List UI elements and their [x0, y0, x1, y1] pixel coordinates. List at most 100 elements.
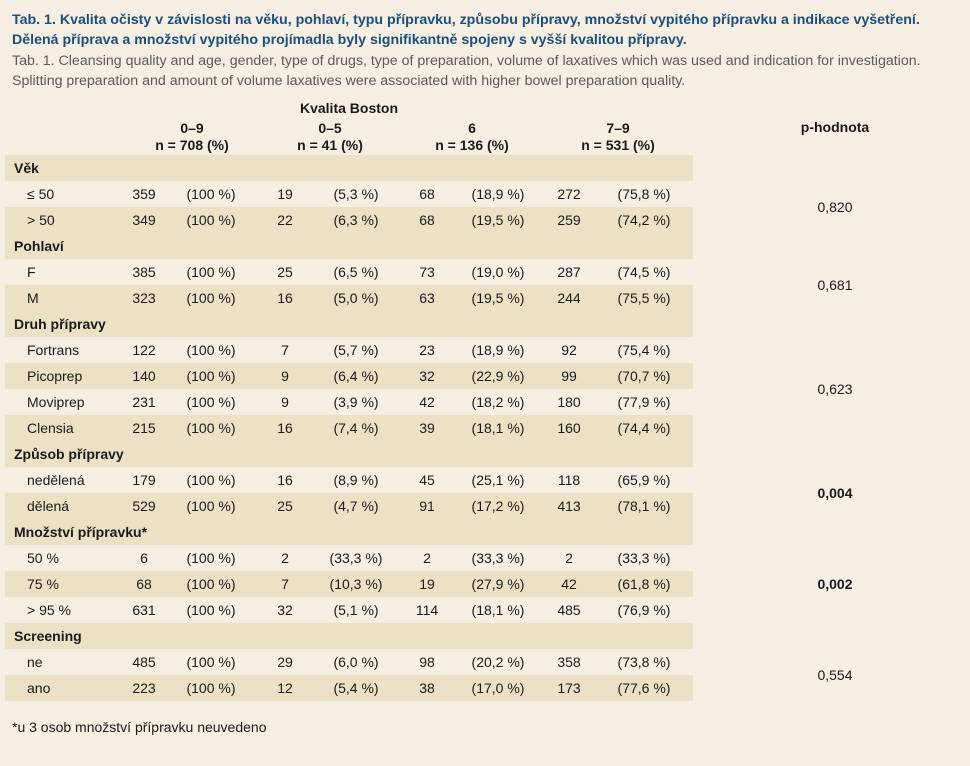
caption-czech: Tab. 1. Kvalita očisty v závislosti na v… — [12, 12, 920, 48]
group-header-row: Způsob přípravy — [5, 441, 965, 467]
percent-cell: (6,5 %) — [333, 264, 379, 280]
count-cell: 73 — [419, 264, 435, 280]
percent-cell: (5,4 %) — [311, 675, 401, 701]
count-cell: 9 — [281, 394, 289, 410]
group-title: Screening — [5, 623, 693, 649]
percent-cell: (18,1 %) — [471, 602, 525, 618]
count-cell: 114 — [415, 602, 439, 618]
percent-cell: (5,3 %) — [333, 186, 379, 202]
row-label: nedělená — [27, 472, 85, 488]
count-cell: 32 — [401, 363, 453, 389]
count-cell: 122 — [132, 342, 156, 358]
results-table: Kvalita Boston 0–9 n = 708 (%) 0–5 n = 41 … — [5, 97, 965, 701]
count-cell: 45 — [419, 472, 435, 488]
row-label: ≤ 50 — [27, 186, 55, 202]
percent-cell: (75,5 %) — [595, 285, 693, 311]
table-row: Clensia 215 (100 %) 16 (7,4 %) 39 (18,1 %) 160(… — [5, 415, 965, 441]
count-cell: 16 — [259, 415, 311, 441]
group-title: Množství přípravku* — [5, 519, 693, 545]
percent-cell: (100 %) — [186, 342, 236, 358]
count-cell: 244 — [543, 285, 595, 311]
header-row-super: Kvalita Boston — [5, 97, 965, 119]
percent-cell: (100 %) — [163, 675, 259, 701]
row-label: Clensia — [5, 415, 125, 441]
col-header-0-9: 0–9 n = 708 (%) — [155, 120, 229, 153]
percent-cell: (100 %) — [186, 472, 236, 488]
footnote: *u 3 osob množství přípravku neuvedeno — [12, 719, 267, 735]
row-label: Moviprep — [27, 394, 85, 410]
count-cell: 16 — [277, 472, 293, 488]
count-cell: 118 — [557, 472, 581, 488]
percent-cell: (6,4 %) — [311, 363, 401, 389]
percent-cell: (19,0 %) — [471, 264, 525, 280]
percent-cell: (100 %) — [186, 186, 236, 202]
count-cell: 2 — [423, 550, 431, 566]
count-cell: 2 — [281, 550, 289, 566]
group-header-row: Druh přípravy — [5, 311, 965, 337]
pvalue-cell: 0,623 — [817, 381, 853, 397]
count-cell: 385 — [132, 264, 156, 280]
count-cell: 68 — [401, 207, 453, 233]
count-cell: 19 — [277, 186, 293, 202]
count-cell: 349 — [125, 207, 163, 233]
group-header-row: Věk — [5, 155, 965, 181]
row-label: M — [5, 285, 125, 311]
percent-cell: (74,4 %) — [595, 415, 693, 441]
table-row: > 95 % 631 (100 %) 32 (5,1 %) 114 (18,1 %) 485 (… — [5, 597, 965, 623]
percent-cell: (18,1 %) — [453, 415, 543, 441]
percent-cell: (77,9 %) — [617, 394, 671, 410]
count-cell: 63 — [401, 285, 453, 311]
count-cell: 39 — [401, 415, 453, 441]
table-row: ne 485 (100 %) 29 (6,0 %) 98 (20,2 %) 358 (73,8 … — [5, 649, 965, 683]
percent-cell: (100 %) — [186, 602, 236, 618]
count-cell: 32 — [277, 602, 293, 618]
percent-cell: (10,3 %) — [311, 571, 401, 597]
percent-cell: (5,7 %) — [333, 342, 379, 358]
group-header-row: Screening — [5, 623, 965, 649]
table-row: > 50 349 (100 %) 22 (6,3 %) 68 (19,5 %) 259 (74,… — [5, 207, 965, 233]
table-row: Picoprep 140 (100 %) 9 (6,4 %) 32 (22,9 %) 99 (7… — [5, 363, 965, 389]
table-row: 50 % 6 (100 %) 2 (33,3 %) 2 (33,3 %) 2 (33,3 %) 0… — [5, 545, 965, 592]
table-row: Fortrans 122 (100 %) 7 (5,7 %) 23 (18,9 %) 92 (7… — [5, 337, 965, 397]
percent-cell: (5,0 %) — [311, 285, 401, 311]
percent-cell: (100 %) — [186, 654, 236, 670]
count-cell: 529 — [125, 493, 163, 519]
count-cell: 231 — [132, 394, 156, 410]
pvalue-cell: 0,681 — [817, 277, 853, 293]
percent-cell: (8,9 %) — [333, 472, 379, 488]
count-cell: 287 — [557, 264, 581, 280]
count-cell: 22 — [259, 207, 311, 233]
table-row: F 385 (100 %) 25 (6,5 %) 73 (19,0 %) 287 (74,5 %… — [5, 259, 965, 293]
percent-cell: (6,3 %) — [311, 207, 401, 233]
percent-cell: (100 %) — [186, 550, 236, 566]
table-row: M 323 (100 %) 16 (5,0 %) 63 (19,5 %) 244 (75,5 %… — [5, 285, 965, 311]
percent-cell: (4,7 %) — [311, 493, 401, 519]
row-label: > 50 — [5, 207, 125, 233]
table-row: nedělená 179 (100 %) 16 (8,9 %) 45 (25,1 %) 118… — [5, 467, 965, 501]
count-cell: 7 — [259, 571, 311, 597]
pvalue-cell: 0,820 — [817, 199, 853, 215]
percent-cell: (100 %) — [186, 264, 236, 280]
row-label: Fortrans — [27, 342, 80, 358]
count-cell: 25 — [277, 264, 293, 280]
percent-cell: (77,6 %) — [595, 675, 693, 701]
percent-cell: (18,9 %) — [471, 186, 525, 202]
count-cell: 173 — [543, 675, 595, 701]
count-cell: 2 — [565, 550, 573, 566]
count-cell: 485 — [557, 602, 581, 618]
count-cell: 7 — [281, 342, 289, 358]
row-label: > 95 % — [27, 602, 71, 618]
group-title: Věk — [5, 155, 693, 181]
count-cell: 160 — [543, 415, 595, 441]
pvalue-cell: 0,554 — [817, 667, 853, 683]
table-row: Moviprep 231 (100 %) 9 (3,9 %) 42 (18,2 %) 180 (… — [5, 389, 965, 415]
count-cell: 413 — [543, 493, 595, 519]
col-header-7-9: 7–9 n = 531 (%) — [581, 120, 655, 153]
percent-cell: (75,8 %) — [617, 186, 671, 202]
percent-cell: (65,9 %) — [617, 472, 671, 488]
group-title: Druh přípravy — [5, 311, 693, 337]
count-cell: 180 — [557, 394, 581, 410]
percent-cell: (100 %) — [186, 394, 236, 410]
percent-cell: (33,3 %) — [617, 550, 671, 566]
count-cell: 272 — [557, 186, 581, 202]
